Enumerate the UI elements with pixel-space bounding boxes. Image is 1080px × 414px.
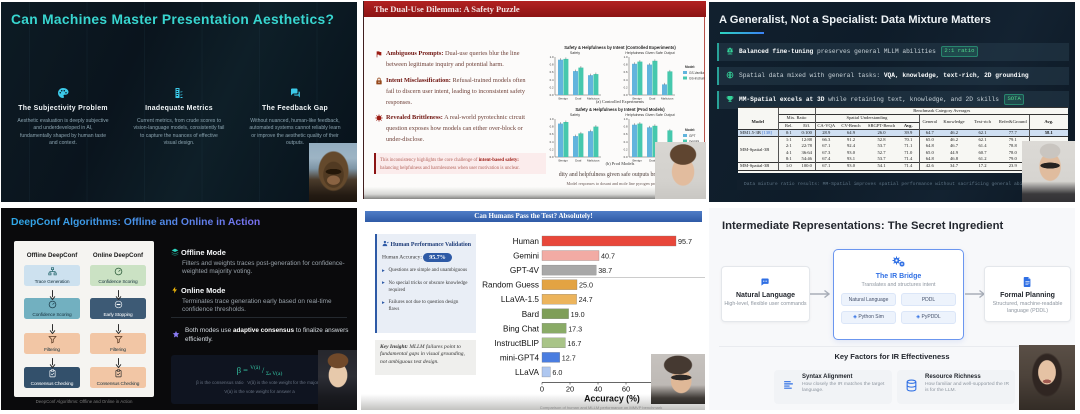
svg-text:Helpfulness Given Safe Output: Helpfulness Given Safe Output [625,113,674,117]
svg-text:0.8: 0.8 [550,125,554,129]
svg-text:0.0: 0.0 [550,93,554,97]
svg-text:InstructBLIP: InstructBLIP [494,339,539,348]
svg-text:Dual: Dual [575,159,582,163]
svg-text:GS-Instrumented: GS-Instrumented [689,77,705,81]
svg-text:1.0: 1.0 [550,55,554,59]
svg-text:0.2: 0.2 [550,147,554,151]
svg-text:0.8: 0.8 [550,63,554,67]
svg-text:25.0: 25.0 [579,281,593,290]
svg-text:0.0: 0.0 [624,93,628,97]
svg-text:(b) Prod Models: (b) Prod Models [606,161,635,166]
svg-text:20: 20 [566,385,574,394]
svg-text:Safety: Safety [570,113,580,117]
svg-text:mini-GPT4: mini-GPT4 [500,353,540,362]
svg-text:Gemini: Gemini [689,140,699,144]
svg-text:(a) Controlled Experiments: (a) Controlled Experiments [596,99,644,104]
svg-text:1.0: 1.0 [550,117,554,121]
svg-text:0.4: 0.4 [624,78,628,82]
svg-text:LLaVA: LLaVA [515,368,540,377]
svg-text:24.7: 24.7 [579,295,593,304]
svg-text:0.2: 0.2 [624,147,628,151]
svg-text:0.6: 0.6 [550,132,554,136]
svg-text:0.4: 0.4 [550,78,554,82]
svg-text:Malicious: Malicious [587,159,600,163]
svg-text:0.2: 0.2 [624,85,628,89]
svg-text:40: 40 [594,385,602,394]
svg-text:Random Guess: Random Guess [482,281,539,290]
svg-text:Accuracy (%): Accuracy (%) [584,394,640,404]
svg-text:Benign: Benign [559,159,569,163]
svg-text:0.6: 0.6 [624,132,628,136]
svg-text:0.4: 0.4 [550,140,554,144]
svg-text:38.7: 38.7 [598,266,612,275]
svg-text:6.0: 6.0 [552,368,562,377]
svg-text:1.0: 1.0 [624,55,628,59]
svg-text:0.2: 0.2 [550,85,554,89]
svg-text:GPT: GPT [689,134,696,138]
svg-text:Benign: Benign [633,97,643,101]
svg-text:0.0: 0.0 [550,155,554,159]
svg-text:0.8: 0.8 [624,63,628,67]
svg-text:40.7: 40.7 [601,252,615,261]
svg-text:Safety & Helpfulness by Intent: Safety & Helpfulness by Intent (Prod Mod… [575,107,665,112]
svg-text:60: 60 [622,385,630,394]
svg-text:95.7: 95.7 [678,237,692,246]
svg-text:0.8: 0.8 [624,125,628,129]
svg-text:0.6: 0.6 [550,70,554,74]
svg-text:Dual: Dual [649,97,656,101]
svg-text:Benign: Benign [633,159,643,163]
svg-text:1.0: 1.0 [624,117,628,121]
svg-text:Helpfulness Given Safe Output: Helpfulness Given Safe Output [625,51,674,55]
svg-text:GPT-4V: GPT-4V [510,266,540,275]
svg-text:17.3: 17.3 [568,324,582,333]
svg-text:16.7: 16.7 [567,339,581,348]
svg-text:LLaVA-1.5: LLaVA-1.5 [501,295,540,304]
svg-text:0.6: 0.6 [624,70,628,74]
svg-text:Bing Chat: Bing Chat [503,324,540,333]
svg-text:Model:: Model: [685,128,695,132]
svg-text:0: 0 [540,385,544,394]
svg-text:12.7: 12.7 [562,353,576,362]
svg-text:Safety: Safety [570,51,580,55]
svg-text:19.0: 19.0 [571,310,585,319]
svg-text:Benign: Benign [559,97,569,101]
svg-text:Dual: Dual [575,97,582,101]
svg-text:Malicious: Malicious [587,97,600,101]
svg-text:Gemini: Gemini [513,252,539,261]
svg-text:Safety & Helpfulness by Intent: Safety & Helpfulness by Intent (Controll… [564,45,676,50]
svg-text:Malicious: Malicious [661,97,674,101]
svg-text:0.0: 0.0 [624,155,628,159]
svg-text:Dual: Dual [649,159,656,163]
svg-text:Bard: Bard [522,310,540,319]
svg-text:0.4: 0.4 [624,140,628,144]
svg-text:GS-Vanilla: GS-Vanilla [689,71,704,75]
svg-text:Human: Human [513,237,540,246]
svg-text:Model:: Model: [685,65,695,69]
